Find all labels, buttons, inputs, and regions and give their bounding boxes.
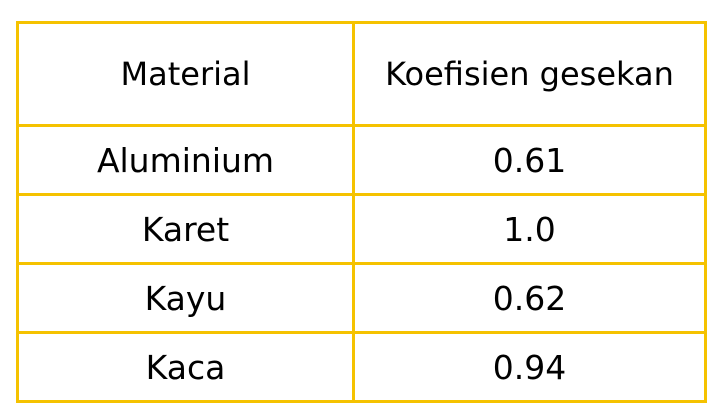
cell-material: Aluminium (16, 124, 355, 196)
cell-material: Karet (16, 193, 355, 265)
cell-material: Kayu (16, 262, 355, 334)
cell-coefficient: 0.62 (352, 262, 707, 334)
header-friction-coefficient: Koefisien gesekan (352, 21, 707, 127)
header-row: Material Koefisien gesekan (16, 21, 707, 127)
table-row: Kaca 0.94 (16, 331, 707, 403)
table-row: Kayu 0.62 (16, 262, 707, 334)
friction-coefficient-table: Material Koefisien gesekan Aluminium 0.6… (16, 21, 707, 403)
cell-coefficient: 1.0 (352, 193, 707, 265)
table-header: Material Koefisien gesekan (16, 21, 707, 127)
cell-material: Kaca (16, 331, 355, 403)
cell-coefficient: 0.94 (352, 331, 707, 403)
table-row: Karet 1.0 (16, 193, 707, 265)
cell-coefficient: 0.61 (352, 124, 707, 196)
header-material: Material (16, 21, 355, 127)
table-body: Aluminium 0.61 Karet 1.0 Kayu 0.62 Kaca … (16, 124, 707, 403)
table-row: Aluminium 0.61 (16, 124, 707, 196)
